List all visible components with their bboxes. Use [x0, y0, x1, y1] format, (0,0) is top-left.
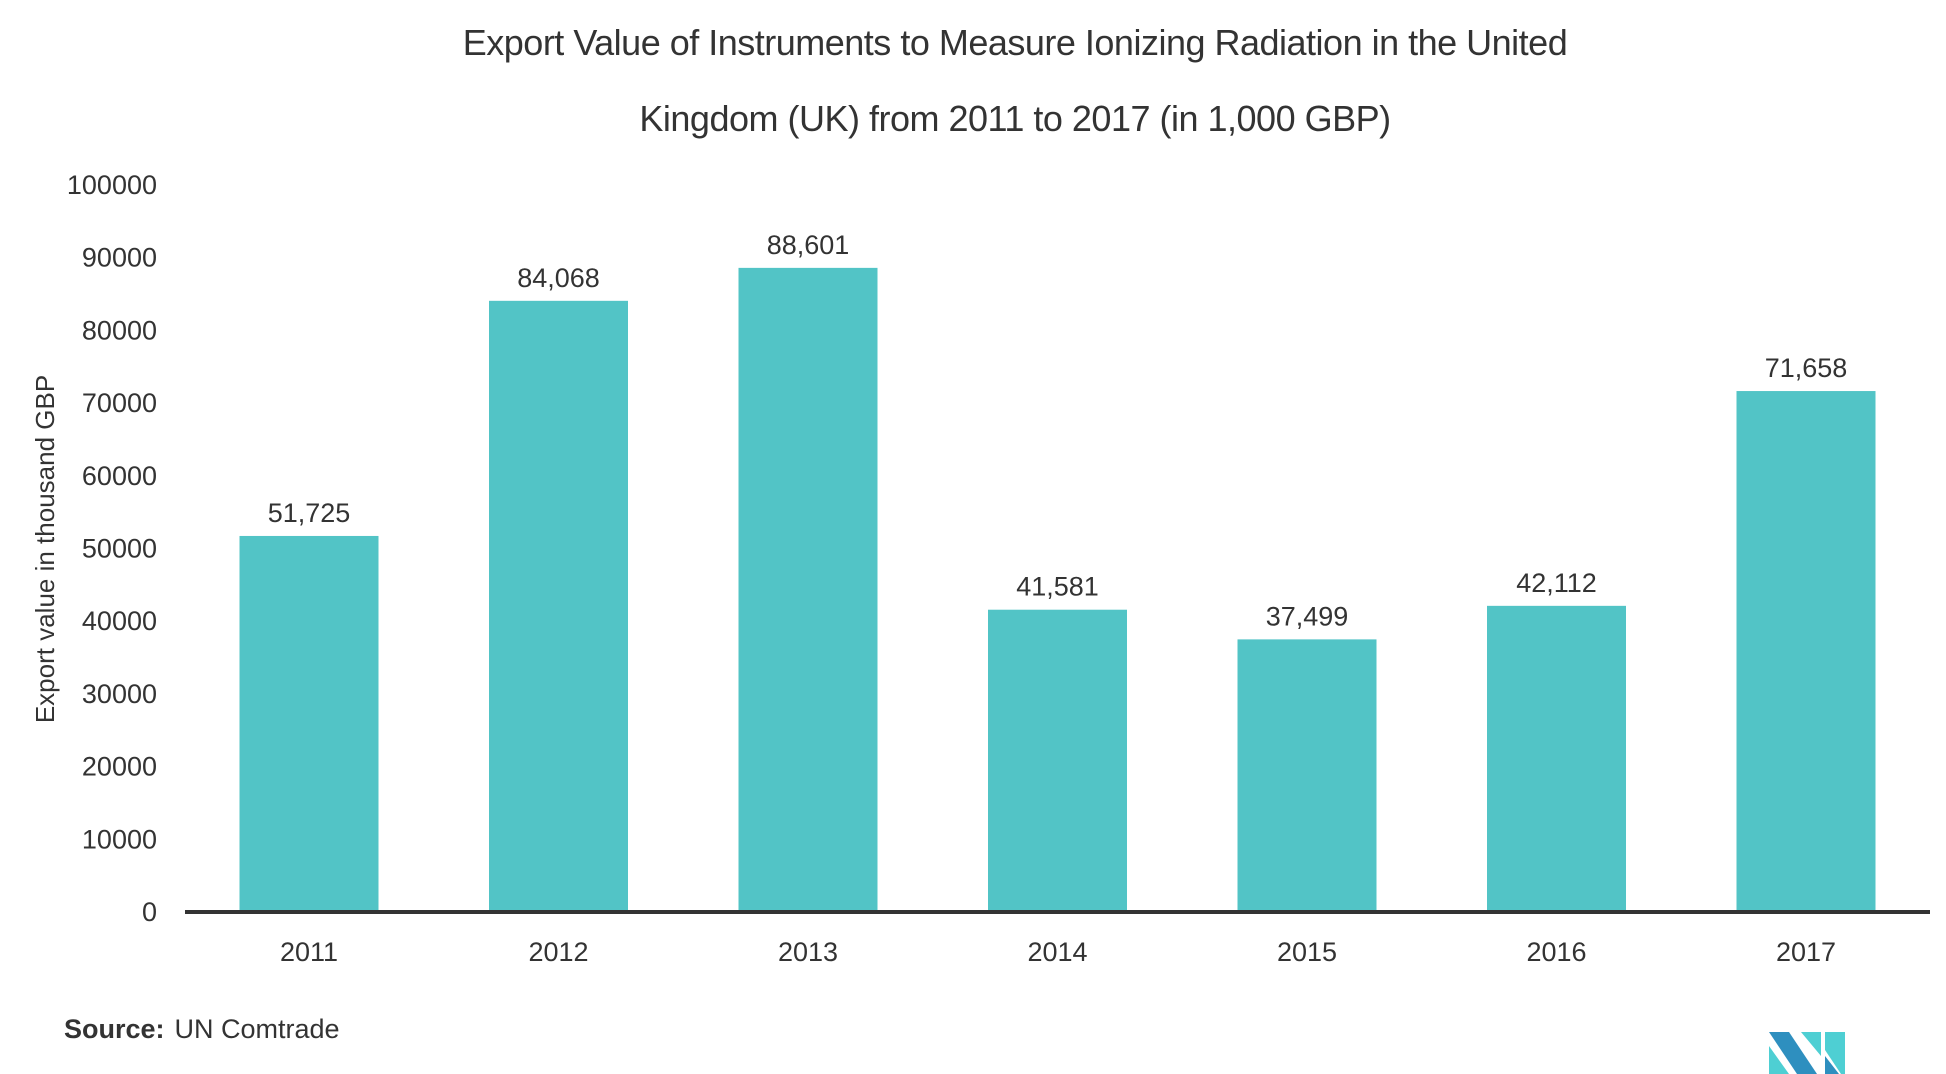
x-tick-label: 2016	[1526, 937, 1586, 967]
y-tick-label: 20000	[82, 752, 157, 782]
bar-2015	[1237, 639, 1377, 912]
data-label: 42,112	[1516, 568, 1597, 598]
chart-title-line-1: Export Value of Instruments to Measure I…	[462, 22, 1568, 63]
data-label: 37,499	[1266, 601, 1349, 631]
data-label: 71,658	[1765, 353, 1848, 383]
bar-2013	[738, 267, 878, 912]
bar-2014	[988, 609, 1127, 912]
y-tick-label: 10000	[82, 824, 157, 854]
data-label: 51,725	[268, 498, 351, 528]
y-tick-label: 0	[142, 897, 157, 927]
bar-2016	[1487, 605, 1626, 912]
x-tick-label: 2011	[280, 937, 338, 967]
y-tick-label: 50000	[82, 534, 157, 564]
chart-title-line-2: Kingdom (UK) from 2011 to 2017 (in 1,000…	[639, 98, 1391, 139]
x-tick-label: 2014	[1027, 937, 1087, 967]
y-tick-label: 90000	[82, 243, 157, 273]
y-tick-label: 70000	[82, 388, 157, 418]
bar-2017	[1736, 391, 1876, 912]
y-tick-label: 80000	[82, 315, 157, 345]
bar-chart: Export value in thousand GBP 0 10000 20000…	[30, 170, 1930, 967]
data-label: 41,581	[1016, 572, 1099, 602]
x-tick-label: 2013	[778, 937, 838, 967]
y-tick-label: 40000	[82, 606, 157, 636]
y-tick-label: 30000	[82, 679, 157, 709]
x-tick-label: 2015	[1277, 937, 1337, 967]
y-axis-label: Export value in thousand GBP	[30, 375, 60, 723]
x-tick-label: 2012	[528, 937, 588, 967]
source-value: UN Comtrade	[174, 1014, 340, 1044]
y-tick-label: 100000	[67, 170, 157, 200]
bar-2011	[239, 535, 379, 912]
logo	[1769, 1032, 1845, 1074]
data-label: 88,601	[767, 230, 850, 260]
y-tick-label: 60000	[82, 461, 157, 491]
x-tick-label: 2017	[1776, 937, 1836, 967]
source-note: Source: UN Comtrade	[64, 1014, 340, 1045]
source-label: Source:	[64, 1014, 165, 1044]
data-label: 84,068	[517, 263, 600, 293]
bar-2012	[489, 300, 628, 912]
